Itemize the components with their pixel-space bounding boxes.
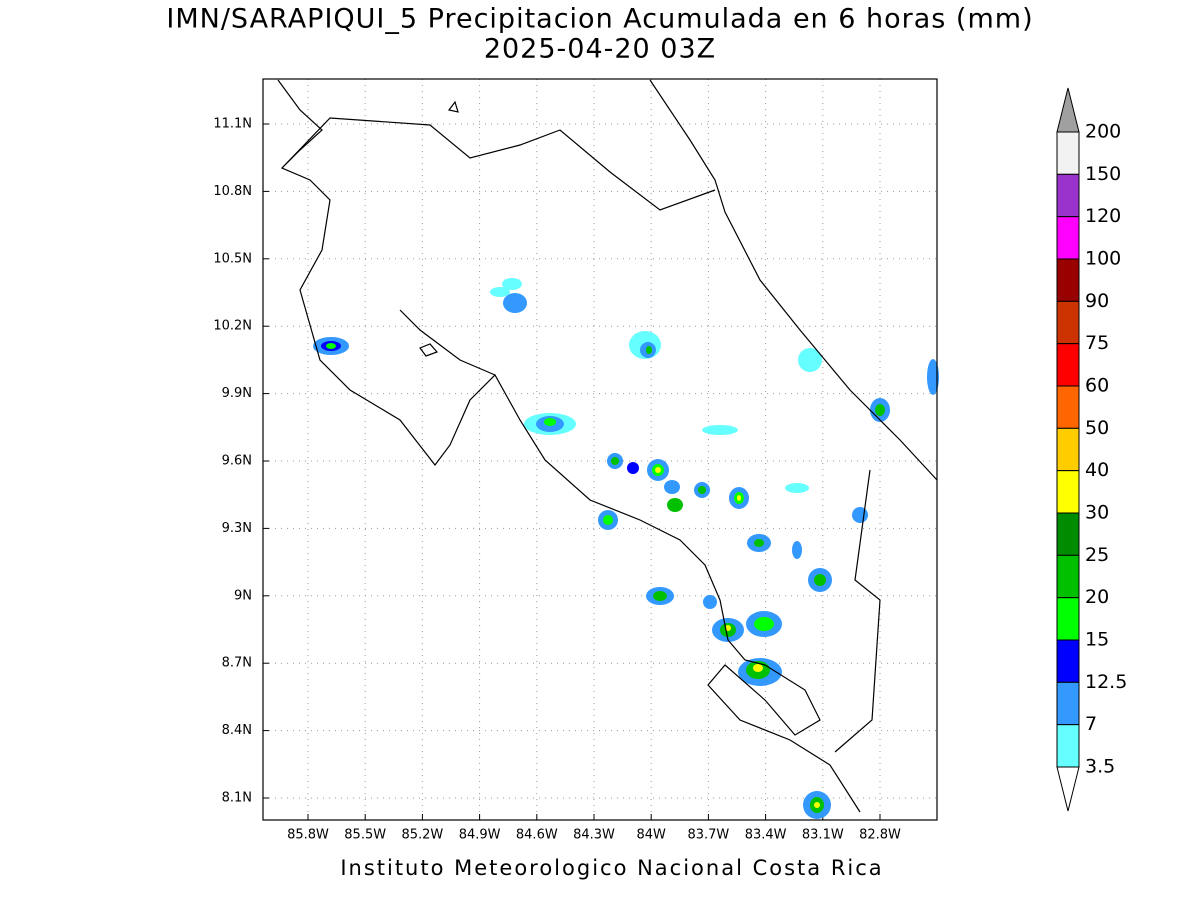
footer: Instituto Meteorologico Nacional Costa R… bbox=[340, 856, 883, 880]
y-tick-label: 10.2N bbox=[213, 319, 252, 334]
colorbar-label: 200 bbox=[1085, 121, 1121, 143]
colorbar-box bbox=[1056, 300, 1080, 345]
colorbar-box bbox=[1056, 173, 1080, 218]
x-tick-label: 85.2W bbox=[401, 828, 443, 843]
y-tick-label: 8.4N bbox=[222, 723, 252, 738]
colorbar-label: 50 bbox=[1085, 417, 1109, 439]
y-tick-label: 8.7N bbox=[222, 656, 252, 671]
colorbar-label: 100 bbox=[1085, 248, 1121, 270]
x-tick-label: 82.8W bbox=[859, 828, 901, 843]
colorbar-box bbox=[1056, 470, 1080, 514]
colorbar-label: 7 bbox=[1085, 713, 1097, 735]
y-tick-label: 9N bbox=[234, 588, 252, 603]
x-tick-label: 85.5W bbox=[344, 828, 386, 843]
precip-blobs bbox=[313, 278, 939, 819]
map-frame-bg bbox=[263, 79, 937, 820]
y-tick-label: 8.1N bbox=[222, 791, 252, 806]
colorbar-label: 90 bbox=[1085, 290, 1109, 312]
colorbar-box bbox=[1056, 427, 1080, 472]
colorbar-label: 150 bbox=[1085, 163, 1121, 185]
x-tick-label: 84W bbox=[636, 828, 666, 843]
map-area bbox=[262, 78, 939, 821]
colorbar-label: 3.5 bbox=[1085, 756, 1115, 778]
grid bbox=[263, 79, 937, 820]
colorbar-box bbox=[1056, 216, 1080, 260]
x-tick-label: 83.7W bbox=[687, 828, 729, 843]
colorbar-label: 12.5 bbox=[1085, 671, 1127, 693]
colorbar-box bbox=[1056, 724, 1080, 768]
y-tick-label: 9.6N bbox=[222, 454, 252, 469]
y-tick-label: 11.1N bbox=[213, 117, 252, 132]
colorbar-box bbox=[1056, 385, 1080, 429]
title: IMN/SARAPIQUI_5 Precipitacion Acumulada … bbox=[166, 4, 1033, 35]
y-tick-label: 9.3N bbox=[222, 521, 252, 536]
y-tick-label: 9.9N bbox=[222, 386, 252, 401]
colorbar-label: 25 bbox=[1085, 544, 1109, 566]
x-tick-label: 83.1W bbox=[802, 828, 844, 843]
colorbar-box bbox=[1056, 131, 1080, 175]
x-tick-label: 85.8W bbox=[287, 828, 329, 843]
y-tick-label: 10.8N bbox=[213, 184, 252, 199]
x-tick-label: 84.3W bbox=[573, 828, 615, 843]
colorbar: 200 150 120 100 90 75 60 50 40 30 25 20 15 12.5 7 3.5 bbox=[1056, 87, 1127, 812]
colorbar-box bbox=[1056, 343, 1080, 387]
colorbar-box bbox=[1056, 554, 1080, 599]
subtitle: 2025-04-20 03Z bbox=[484, 34, 716, 65]
x-tick-label: 84.6W bbox=[516, 828, 558, 843]
colorbar-box bbox=[1056, 639, 1080, 683]
colorbar-label: 120 bbox=[1085, 205, 1121, 227]
colorbar-label: 30 bbox=[1085, 502, 1109, 524]
map-frame bbox=[262, 78, 938, 821]
colorbar-label: 40 bbox=[1085, 459, 1109, 481]
colorbar-box bbox=[1056, 512, 1080, 556]
colorbar-label: 60 bbox=[1085, 375, 1109, 397]
y-tick-label: 10.5N bbox=[213, 251, 252, 266]
colorbar-box bbox=[1056, 681, 1080, 726]
x-tick-label: 84.9W bbox=[459, 828, 501, 843]
colorbar-box bbox=[1056, 597, 1080, 641]
colorbar-label: 75 bbox=[1085, 332, 1109, 354]
colorbar-arrow-bottom bbox=[1056, 766, 1080, 812]
colorbar-label: 15 bbox=[1085, 629, 1109, 651]
colorbar-box bbox=[1056, 258, 1080, 302]
colorbar-arrow-top bbox=[1056, 87, 1080, 133]
x-tick-label: 83.4W bbox=[745, 828, 787, 843]
colorbar-label: 20 bbox=[1085, 586, 1109, 608]
coastlines bbox=[277, 79, 938, 813]
